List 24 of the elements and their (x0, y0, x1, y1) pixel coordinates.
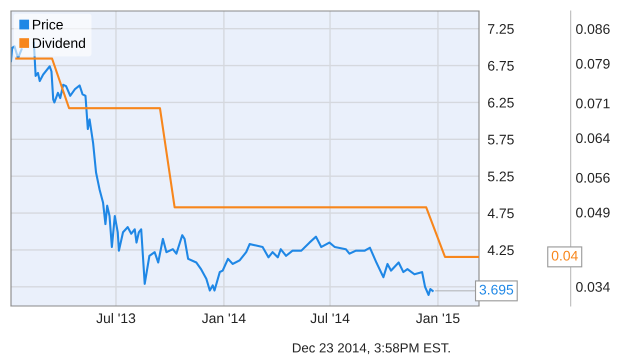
x-tick-label: Jul '14 (310, 312, 350, 324)
y2-tick-label: 0.086 (576, 24, 610, 34)
y-tick-label: 6.25 (488, 98, 514, 108)
text: 0.04 (552, 250, 578, 261)
y-tick-label: 5.75 (488, 134, 514, 144)
y2-tick-label: 0.056 (576, 172, 610, 183)
x-tick-label: Jan '15 (416, 313, 460, 324)
y2-tick-label: 0.034 (576, 282, 610, 292)
y2-tick-label: 0.049 (576, 208, 610, 218)
y-tick-label: 4.25 (488, 245, 514, 256)
x-tick-label: Jul '13 (96, 312, 136, 324)
y2-tick-label: 0.079 (576, 58, 610, 69)
y-tick-label: 6.75 (488, 60, 514, 71)
annotation: 3.695 (480, 284, 514, 295)
y2-tick-label: 0.071 (576, 98, 610, 108)
legend-label: Price (32, 19, 63, 30)
y2-tick-label: 0.064 (576, 133, 610, 144)
x-tick-label: Jan '14 (202, 313, 246, 324)
y-tick-label: 7.25 (488, 24, 514, 34)
text: Dec 23 2014, 3:58PM EST. (292, 343, 450, 354)
y-tick-label: 5.25 (488, 172, 514, 182)
line-series (15, 58, 479, 258)
y-tick-label: 4.75 (488, 208, 514, 218)
legend-label: Dividend (32, 38, 85, 48)
